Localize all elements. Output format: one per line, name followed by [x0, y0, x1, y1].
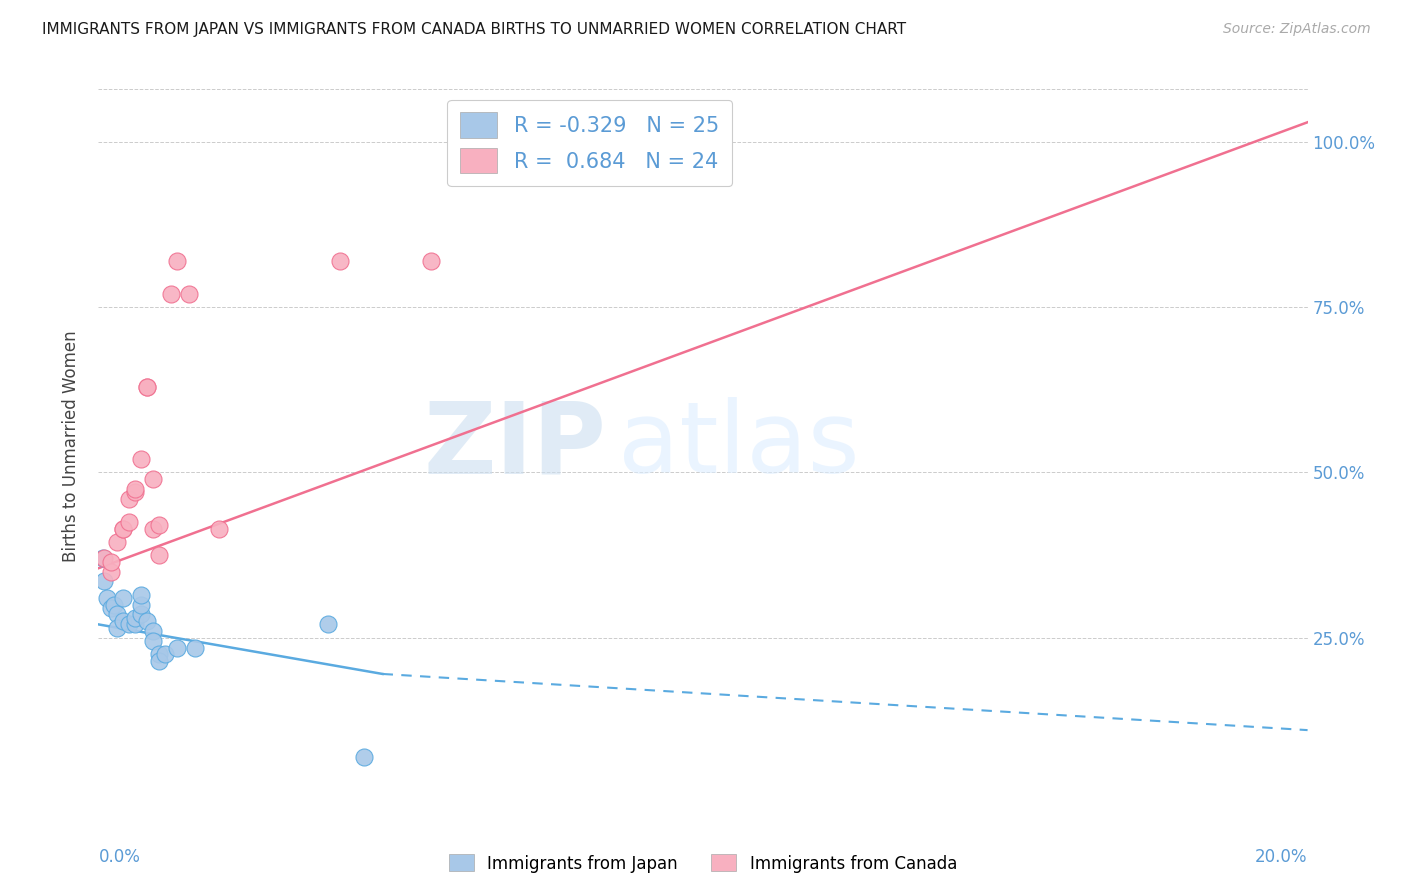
Point	[208, 522, 231, 536]
Point	[124, 482, 146, 496]
Point	[111, 614, 134, 628]
Point	[111, 522, 134, 536]
Point	[153, 647, 176, 661]
Point	[166, 640, 188, 655]
Point	[111, 591, 134, 605]
Point	[160, 287, 183, 301]
Point	[135, 614, 157, 628]
Point	[124, 611, 146, 625]
Point	[96, 591, 118, 605]
Text: 20.0%: 20.0%	[1256, 847, 1308, 866]
Text: Source: ZipAtlas.com: Source: ZipAtlas.com	[1223, 22, 1371, 37]
Text: ZIP: ZIP	[423, 398, 606, 494]
Point	[93, 551, 115, 566]
Point	[118, 515, 141, 529]
Text: atlas: atlas	[619, 398, 860, 494]
Text: 0.0%: 0.0%	[98, 847, 141, 866]
Point	[184, 640, 207, 655]
Point	[148, 654, 170, 668]
Point	[142, 522, 165, 536]
Point	[100, 565, 122, 579]
Legend: Immigrants from Japan, Immigrants from Canada: Immigrants from Japan, Immigrants from C…	[443, 847, 963, 880]
Text: IMMIGRANTS FROM JAPAN VS IMMIGRANTS FROM CANADA BIRTHS TO UNMARRIED WOMEN CORREL: IMMIGRANTS FROM JAPAN VS IMMIGRANTS FROM…	[42, 22, 907, 37]
Point	[111, 522, 134, 536]
Point	[129, 588, 152, 602]
Point	[91, 551, 114, 566]
Point	[142, 634, 165, 648]
Point	[631, 135, 654, 149]
Point	[93, 574, 115, 589]
Point	[124, 485, 146, 500]
Y-axis label: Births to Unmarried Women: Births to Unmarried Women	[62, 330, 80, 562]
Point	[105, 607, 128, 622]
Point	[135, 379, 157, 393]
Point	[329, 254, 352, 268]
Point	[103, 598, 125, 612]
Point	[148, 647, 170, 661]
Point	[135, 379, 157, 393]
Point	[148, 548, 170, 562]
Point	[105, 534, 128, 549]
Point	[353, 749, 375, 764]
Legend: R = -0.329   N = 25, R =  0.684   N = 24: R = -0.329 N = 25, R = 0.684 N = 24	[447, 100, 731, 186]
Point	[142, 624, 165, 638]
Point	[420, 254, 443, 268]
Point	[118, 617, 141, 632]
Point	[100, 555, 122, 569]
Point	[118, 491, 141, 506]
Point	[129, 598, 152, 612]
Point	[129, 452, 152, 467]
Point	[179, 287, 201, 301]
Point	[142, 472, 165, 486]
Point	[129, 607, 152, 622]
Point	[316, 617, 339, 632]
Point	[124, 617, 146, 632]
Point	[100, 600, 122, 615]
Point	[148, 518, 170, 533]
Point	[105, 621, 128, 635]
Point	[166, 254, 188, 268]
